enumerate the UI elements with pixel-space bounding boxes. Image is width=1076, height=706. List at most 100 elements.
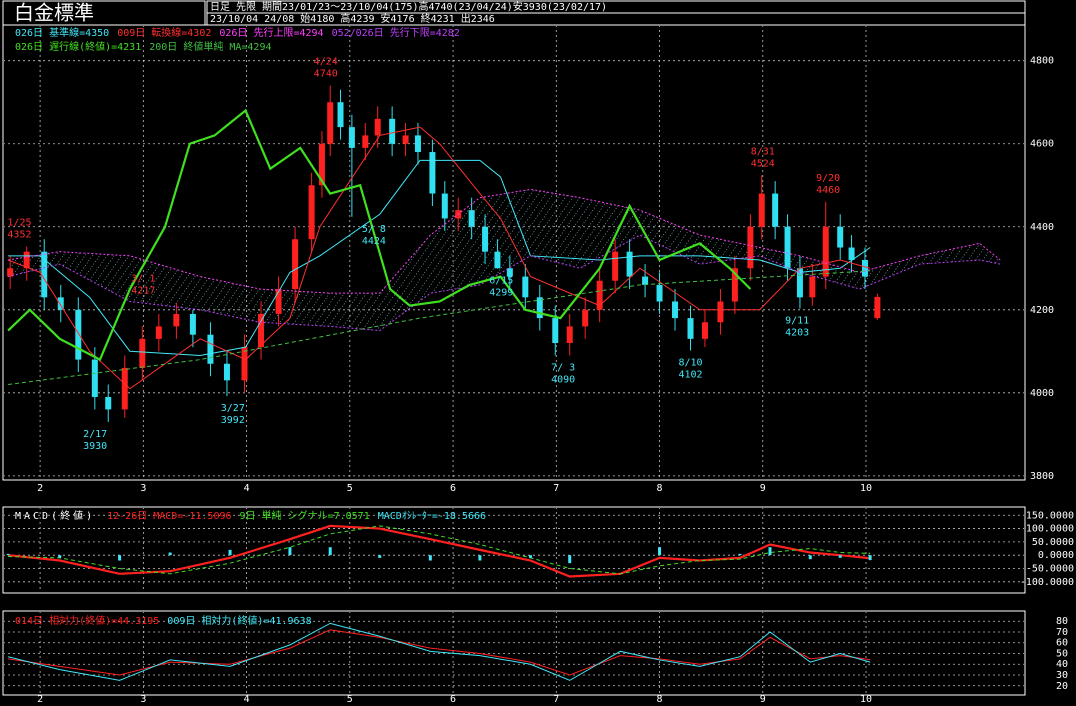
- macd-oscillator-bar: [428, 555, 432, 561]
- x-tick-label: 10: [860, 483, 872, 494]
- candle-body: [552, 318, 559, 344]
- candle-body: [173, 313, 180, 327]
- x-tick-label: 7: [553, 694, 559, 705]
- y-tick-label: 70: [1056, 627, 1068, 638]
- macd-oscillator-bar: [838, 555, 842, 558]
- x-tick-label: 2: [37, 483, 43, 494]
- macd-oscillator-bar: [568, 555, 572, 564]
- candle-body: [582, 309, 589, 327]
- macd-oscillator-bar: [288, 547, 292, 556]
- candle-body: [482, 226, 489, 252]
- y-tick-label: 20: [1056, 681, 1068, 692]
- legend-entry: 014日 相対力(終値)=44.3195: [15, 614, 159, 627]
- x-tick-label: 3: [140, 694, 146, 705]
- legend-entry: 009日 相対力(終値)=41.9638: [167, 614, 311, 627]
- macd-oscillator-bar: [328, 547, 332, 556]
- series-line: [7, 622, 871, 681]
- annotation-value: 4740: [314, 69, 338, 80]
- macd-oscillator-bar: [868, 555, 872, 561]
- x-tick-label: 2: [37, 694, 43, 705]
- candle-body: [566, 326, 573, 344]
- annotation-value: 4424: [362, 236, 386, 247]
- legend-entry: 052/026日 先行下限=4282: [332, 26, 460, 39]
- x-tick-label: 6: [450, 694, 456, 705]
- series-line: [8, 270, 871, 386]
- annotation-date: 8/31: [751, 146, 775, 157]
- x-tick-label: 8: [657, 483, 663, 494]
- macd-panel-frame: [2, 506, 1026, 594]
- candle-body: [414, 135, 421, 153]
- candle-body: [57, 297, 64, 310]
- candle-body: [402, 135, 409, 144]
- y-tick-label: 50: [1056, 648, 1068, 659]
- legend-entry: 12-26日 MACD=-11.5096: [107, 511, 231, 522]
- macd-oscillator-bar: [168, 552, 172, 556]
- annotation-value: 4352: [7, 230, 31, 241]
- macd-oscillator-bar: [58, 555, 62, 558]
- annotation-date: 7/ 3: [551, 362, 575, 373]
- legend-entry: 9日 単純 シグナル=7.0571: [240, 509, 370, 522]
- y-tick-label: 4000: [1030, 388, 1054, 399]
- annotation-date: 9/11: [785, 316, 809, 327]
- main-panel-frame: [2, 24, 1026, 481]
- x-tick-label: 7: [553, 483, 559, 494]
- candle-body: [494, 251, 501, 269]
- x-tick-label: 5: [347, 694, 353, 705]
- candle-body: [308, 185, 315, 240]
- candle-body: [758, 193, 765, 227]
- candle-body: [362, 135, 369, 148]
- candle-body: [468, 210, 475, 227]
- series-line: [7, 234, 1001, 332]
- candle-body: [23, 251, 30, 269]
- x-tick-label: 9: [760, 694, 766, 705]
- y-tick-label: 50.0000: [1032, 537, 1074, 548]
- x-tick-label: 4: [244, 483, 250, 494]
- y-tick-label: 30: [1056, 670, 1068, 681]
- cloud-fill: [8, 189, 1001, 331]
- candle-body: [189, 313, 196, 335]
- candle-body: [327, 102, 334, 144]
- candle-body: [318, 143, 325, 186]
- rsi-panel-frame: [2, 610, 1026, 696]
- candle-body: [848, 247, 855, 260]
- candle-body: [612, 251, 619, 281]
- annotation-value: 4090: [551, 374, 575, 385]
- y-tick-label: 40: [1056, 659, 1068, 670]
- series-line: [8, 629, 871, 676]
- annotation-value: 3930: [83, 441, 107, 452]
- x-tick-label: 4: [244, 694, 250, 705]
- candle-body: [672, 301, 679, 319]
- chart-title: 白金標準: [14, 1, 94, 25]
- legend-entry: MACDｵｼﾚｰﾀｰ=-18.5666: [378, 510, 486, 522]
- candle-body: [717, 301, 724, 323]
- candle-body: [796, 268, 803, 298]
- candle-body: [731, 268, 738, 302]
- annotation-value: 4299: [489, 288, 513, 299]
- legend-entry: 026日 遅行線(終値)=4231: [15, 40, 141, 53]
- x-tick-label: 5: [347, 483, 353, 494]
- candle-body: [747, 226, 754, 269]
- annotation-value: 3992: [221, 415, 245, 426]
- y-tick-label: -50.0000: [1026, 564, 1074, 575]
- macd-oscillator-bar: [378, 555, 382, 558]
- candle-body: [41, 251, 48, 298]
- x-tick-label: 9: [760, 483, 766, 494]
- annotation-date: 9/20: [816, 173, 840, 184]
- annotation-date: 1/25: [7, 218, 31, 229]
- candle-body: [223, 363, 230, 381]
- y-tick-label: 4400: [1030, 222, 1054, 233]
- series-line: [7, 524, 871, 578]
- macd-oscillator-bar: [478, 555, 482, 561]
- annotation-value: 4460: [816, 185, 840, 196]
- series-line: [7, 126, 871, 390]
- x-tick-label: 10: [860, 694, 872, 705]
- candle-body: [105, 396, 112, 410]
- y-tick-label: -100.0000: [1020, 577, 1074, 588]
- annotation-value: 4102: [678, 369, 702, 380]
- annotation-value: 4524: [751, 158, 775, 169]
- candle-body: [75, 309, 82, 360]
- candle-body: [275, 289, 282, 314]
- legend-entry: 200日 終値単純 MA=4294: [149, 40, 271, 53]
- annotation-date: 4/24: [314, 57, 338, 68]
